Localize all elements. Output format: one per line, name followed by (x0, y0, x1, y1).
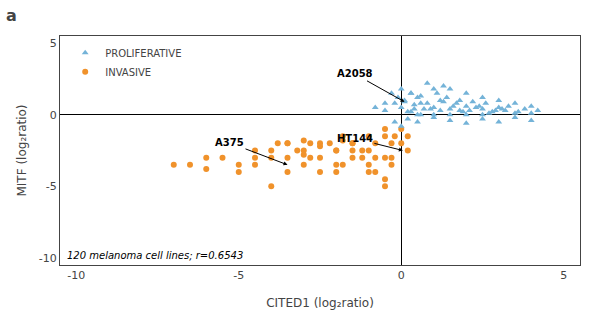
svg-text:A2058: A2058 (337, 68, 373, 79)
svg-text:0: 0 (50, 109, 57, 122)
svg-text:CITED1 (log₂ratio): CITED1 (log₂ratio) (266, 296, 374, 310)
svg-text:PROLIFERATIVE: PROLIFERATIVE (105, 48, 181, 59)
svg-text:-5: -5 (46, 180, 57, 193)
svg-text:INVASIVE: INVASIVE (105, 67, 151, 78)
svg-text:MITF (log₂ratio): MITF (log₂ratio) (15, 104, 29, 196)
svg-text:HT144: HT144 (337, 133, 373, 144)
svg-text:5: 5 (50, 37, 57, 50)
svg-text:-5: -5 (233, 269, 244, 282)
svg-text:120 melanoma cell lines; r=0.6: 120 melanoma cell lines; r=0.6543 (67, 250, 243, 261)
svg-text:5: 5 (560, 269, 567, 282)
svg-text:-10: -10 (39, 252, 57, 265)
svg-text:a: a (6, 6, 17, 25)
svg-text:0: 0 (398, 269, 405, 282)
svg-text:A375: A375 (215, 137, 244, 148)
svg-text:-10: -10 (67, 269, 85, 282)
